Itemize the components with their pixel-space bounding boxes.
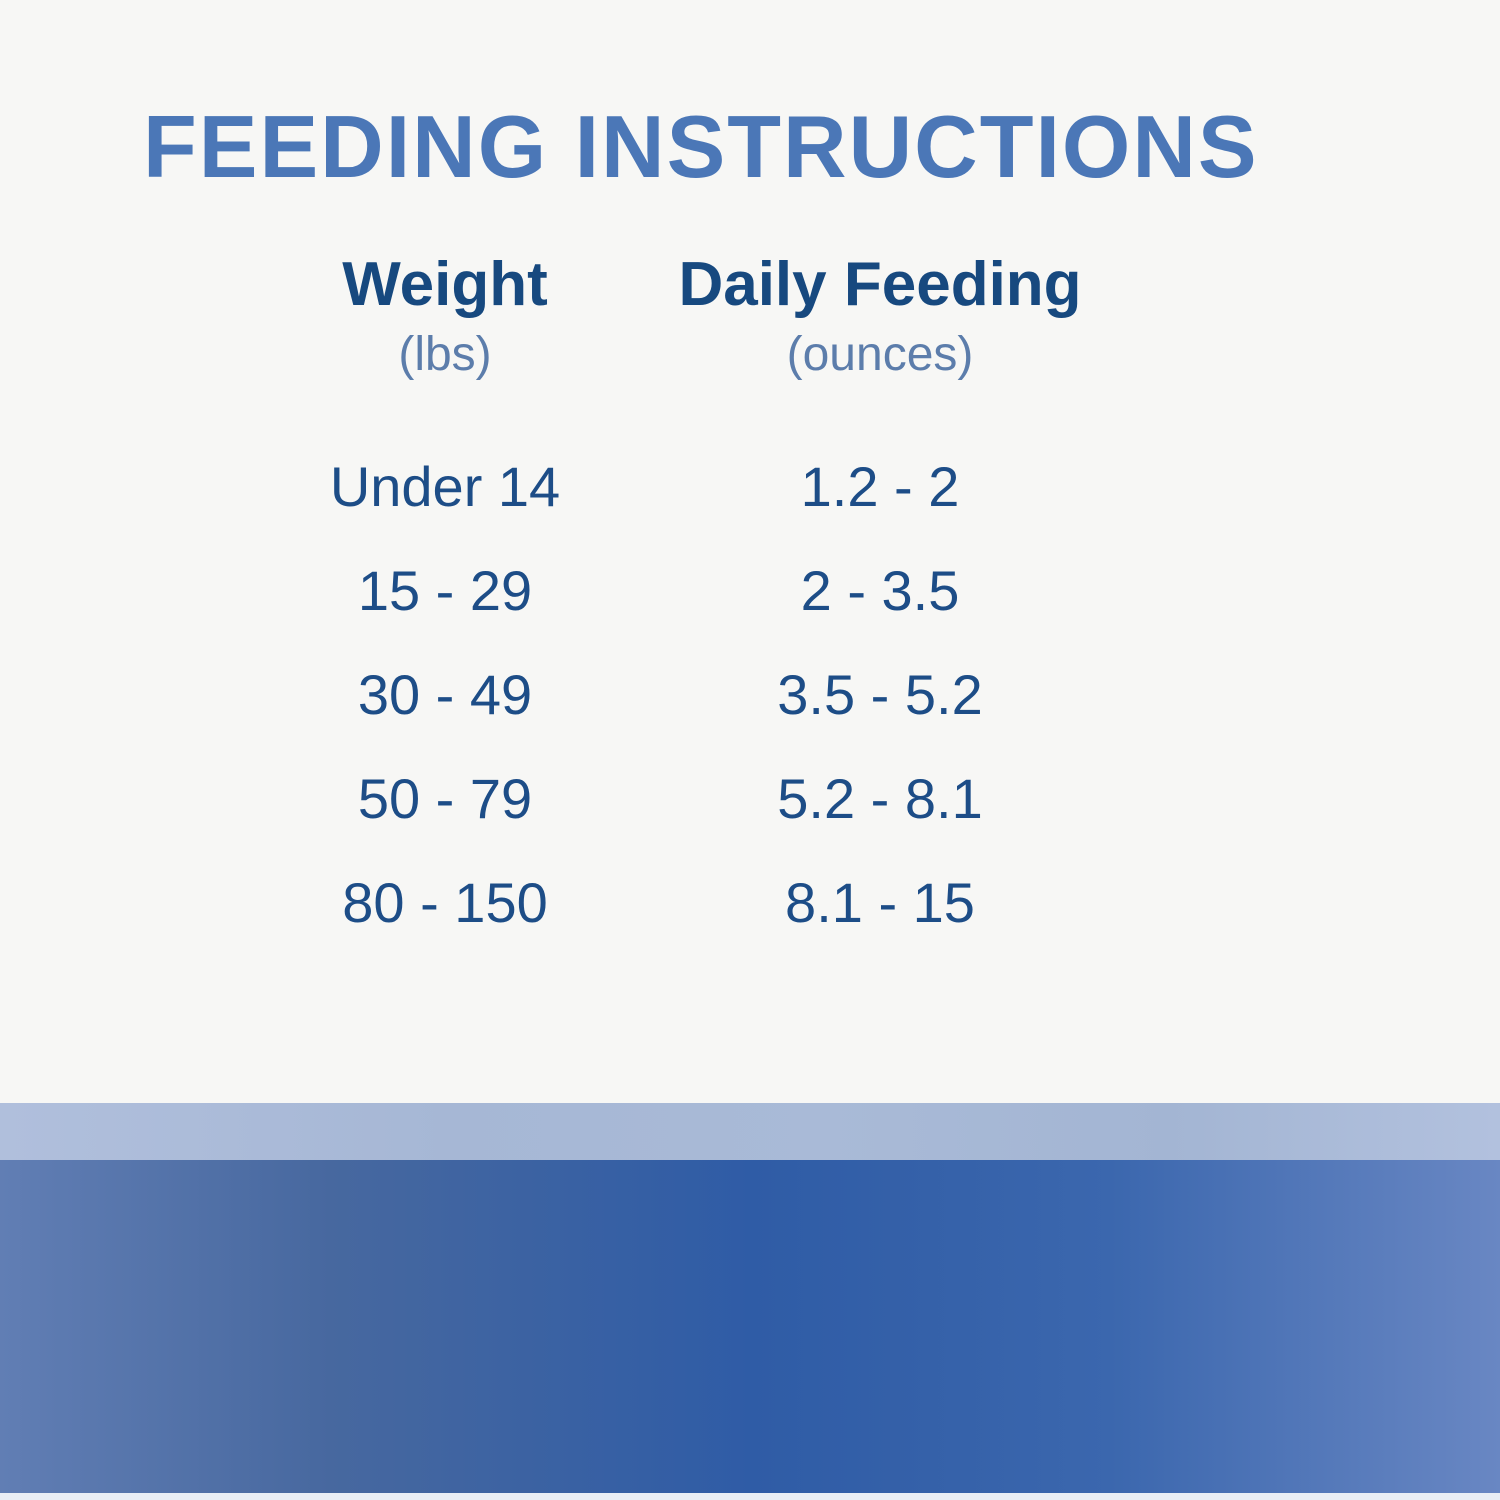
table-row: 30 - 49 3.5 - 5.2: [220, 662, 1100, 726]
footer-band-dark: [0, 1160, 1500, 1493]
weight-value: Under 14: [329, 454, 561, 518]
table-row: 15 - 29 2 - 3.5: [220, 558, 1100, 622]
column-header-daily-feeding: Daily Feeding: [678, 250, 1082, 319]
column-unit-lbs: (lbs): [398, 328, 492, 382]
table-row: 50 - 79 5.2 - 8.1: [220, 766, 1100, 830]
feeding-value: 5.2 - 8.1: [777, 766, 983, 830]
feeding-value: 1.2 - 2: [800, 454, 960, 518]
page-title: FEEDING INSTRUCTIONS: [143, 97, 1259, 196]
weight-value: 15 - 29: [357, 558, 533, 622]
feeding-value: 3.5 - 5.2: [777, 662, 983, 726]
feeding-value: 8.1 - 15: [785, 870, 975, 934]
column-unit-ounces: (ounces): [786, 328, 974, 382]
feeding-value: 2 - 3.5: [800, 558, 960, 622]
table-body: Under 14 1.2 - 2 15 - 29 2 - 3.5 30 - 49…: [220, 454, 1100, 934]
footer-bottom-strip: [0, 1493, 1500, 1500]
weight-value: 80 - 150: [342, 870, 548, 934]
table-header-row: Weight Daily Feeding: [220, 250, 1100, 319]
footer-band-light: [0, 1103, 1500, 1160]
weight-value: 30 - 49: [357, 662, 533, 726]
column-header-weight: Weight: [342, 250, 548, 319]
table-row: Under 14 1.2 - 2: [220, 454, 1100, 518]
weight-value: 50 - 79: [357, 766, 533, 830]
table-row: 80 - 150 8.1 - 15: [220, 870, 1100, 934]
feeding-table: Weight Daily Feeding (lbs) (ounces) Unde…: [220, 250, 1100, 979]
table-subheader-row: (lbs) (ounces): [220, 319, 1100, 382]
